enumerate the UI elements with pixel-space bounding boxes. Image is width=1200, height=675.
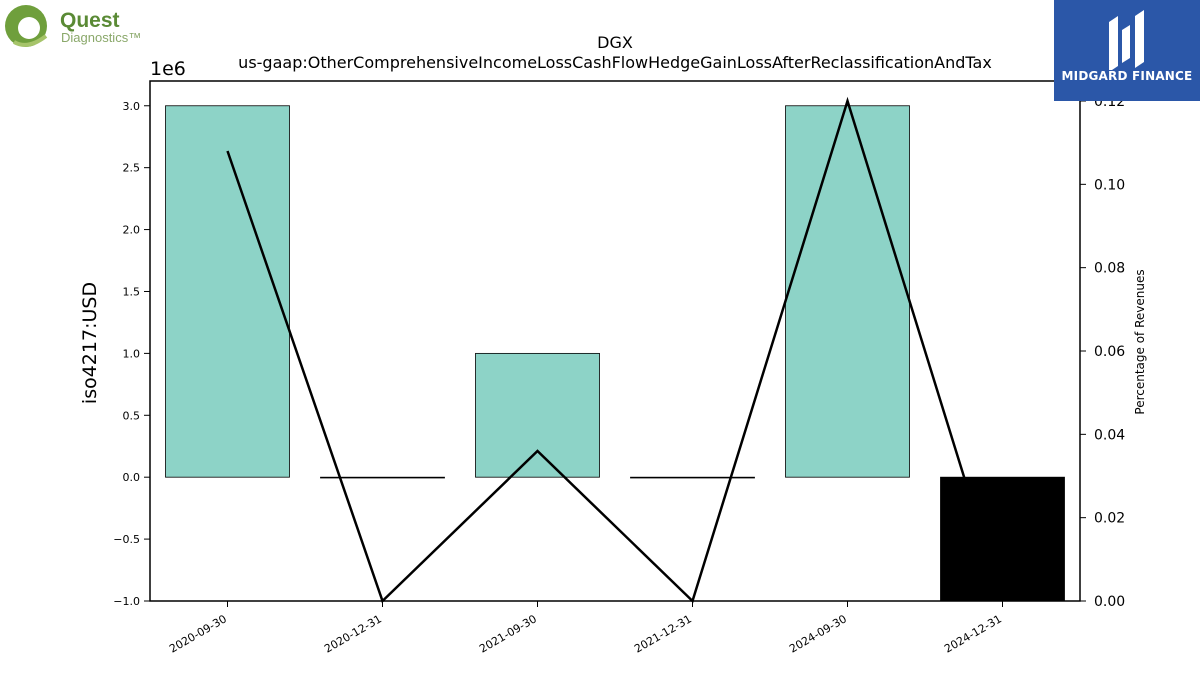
x-axis: 2020-09-30 2020-12-31 2021-09-30 2021-12-31…: [167, 601, 1004, 656]
midgard-logo-name: MIDGARD FINANCE: [1061, 69, 1193, 83]
x-tick-label: 2021-09-30: [477, 612, 539, 655]
y-tick-label: 3.0: [123, 100, 141, 113]
y2-tick-label: 0.02: [1094, 511, 1125, 527]
y2-axis-label: Percentage of Revenues: [1133, 269, 1147, 414]
y-tick-label: 0.5: [123, 409, 141, 422]
quest-logo-name: Quest: [60, 9, 120, 32]
midgard-logo-mark: [1109, 10, 1144, 70]
chart-title: DGX: [597, 33, 633, 52]
y2-tick-label: 0.08: [1094, 261, 1125, 277]
y-axis-right: 0.000.020.040.060.080.100.12: [1080, 94, 1125, 610]
x-tick-label: 2020-12-31: [322, 612, 384, 655]
y-tick-label: −0.5: [113, 533, 140, 546]
chart-subtitle: us-gaap:OtherComprehensiveIncomeLossCash…: [238, 53, 992, 72]
revenue-percentage-line: [226, 96, 1004, 604]
bar-2020-12-31: [320, 476, 445, 479]
x-tick-label: 2024-12-31: [942, 612, 1004, 655]
y-tick-label: 2.0: [123, 224, 141, 237]
midgard-finance-logo: MIDGARD FINANCE: [1054, 0, 1200, 101]
quest-logo-sub: Diagnostics™: [61, 30, 141, 45]
bars-layer: [165, 105, 1065, 602]
quest-diagnostics-logo: Quest Diagnostics™: [4, 4, 154, 52]
y-axis-label: iso4217:USD: [79, 282, 101, 404]
y-offset-label: 1e6: [150, 58, 186, 80]
x-tick-label: 2021-12-31: [632, 612, 694, 655]
bar-2021-09-30: [475, 352, 600, 478]
y-tick-label: 1.5: [123, 285, 141, 298]
y2-tick-label: 0.00: [1094, 594, 1125, 610]
bar-2024-09-30: [785, 105, 910, 478]
y-tick-label: 0.0: [123, 471, 141, 484]
line-layer: [226, 96, 1004, 604]
bar-2020-09-30: [165, 105, 290, 478]
y-tick-label: 1.0: [123, 347, 141, 360]
y-tick-label: −1.0: [113, 595, 140, 608]
y-axis-left: −1.0 −0.5 0.0 0.5 1.0 1.5 2.0 2.5 3.0: [113, 100, 150, 608]
plot-frame: [149, 80, 1081, 602]
y2-tick-label: 0.10: [1094, 177, 1125, 193]
y-tick-label: 2.5: [123, 162, 141, 175]
bar-2024-12-31: [940, 476, 1065, 602]
y2-tick-label: 0.04: [1094, 427, 1125, 443]
x-tick-label: 2020-09-30: [167, 612, 229, 655]
bar-2021-12-31: [630, 476, 755, 479]
x-tick-label: 2024-09-30: [787, 612, 849, 655]
y2-tick-label: 0.06: [1094, 344, 1125, 360]
